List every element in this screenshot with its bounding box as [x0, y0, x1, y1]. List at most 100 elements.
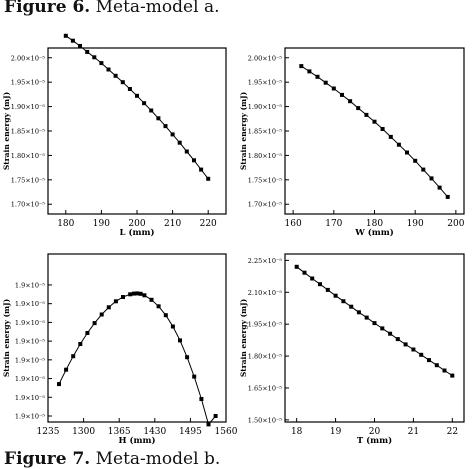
data-point-H [113, 299, 118, 304]
x-tick-label-L: 220 [200, 219, 217, 229]
data-point-H [142, 293, 147, 298]
data-point-W [340, 92, 344, 97]
data-point-H [128, 292, 133, 297]
data-point-H [156, 304, 161, 309]
x-tick-label-T: 22 [447, 427, 458, 437]
x-axis-label-T: T (mm) [357, 435, 392, 446]
chart-panel-L: 180 190 200 210 220 1.70×10⁻⁵ 1.75×10⁻⁵ 1.80×10… [2, 33, 227, 238]
data-point-L [78, 44, 82, 48]
y-tick-label-H: 1.9×10⁻⁵ [15, 356, 45, 364]
data-point-L [149, 108, 154, 113]
data-point-T [333, 293, 338, 298]
data-point-H [57, 382, 61, 387]
y-tick-label-W: 1.85×10⁻⁵ [248, 128, 283, 136]
x-tick-label-T: 21 [408, 427, 419, 437]
x-tick-label-L: 200 [128, 219, 145, 229]
y-tick-label-T: 2.10×10⁻⁵ [248, 289, 283, 297]
data-point-L [184, 149, 189, 154]
data-point-H [71, 354, 76, 359]
data-point-H [213, 414, 218, 418]
data-point-W [364, 112, 369, 117]
x-tick-label-H: 1235 [37, 427, 60, 437]
x-tick-label-W: 190 [407, 219, 424, 229]
data-point-H [199, 397, 204, 401]
plot-frame-L [47, 47, 227, 215]
data-point-W [299, 64, 304, 69]
y-tick-label-W: 1.95×10⁻⁵ [248, 79, 283, 87]
figure-caption-top-label: Figure 6. [4, 0, 91, 17]
data-point-W [396, 142, 401, 147]
data-point-H [170, 324, 175, 329]
data-point-L [113, 73, 118, 78]
x-tick-label-L: 210 [164, 219, 181, 229]
data-point-H [121, 295, 125, 299]
data-point-T [341, 299, 346, 304]
data-point-H [206, 422, 211, 427]
data-point-H [132, 291, 136, 296]
y-tick-label-W: 1.80×10⁻⁵ [248, 152, 283, 160]
data-point-H [149, 297, 154, 302]
x-axis-label-H: H (mm) [118, 435, 155, 446]
x-tick-label-L: 180 [57, 219, 74, 229]
data-point-W [307, 69, 312, 74]
data-point-T [434, 363, 439, 368]
y-tick-label-H: 1.9×10⁻⁵ [15, 375, 45, 383]
data-point-W [388, 134, 393, 139]
data-point-W [380, 127, 385, 131]
y-tick-label-L: 1.85×10⁻⁵ [11, 128, 46, 136]
data-point-L [206, 176, 211, 181]
y-tick-label-H: 1.9×10⁻⁵ [15, 338, 45, 346]
y-axis-label-H: Strain energy (mJ) [2, 299, 11, 377]
x-tick-label-T: 19 [330, 427, 342, 437]
data-point-T [450, 373, 455, 378]
data-point-W [315, 74, 320, 79]
y-tick-label-L: 1.95×10⁻⁵ [11, 79, 46, 87]
data-point-T [403, 342, 408, 347]
chart-panel-T: 18 19 20 21 22 1.50×10⁻⁵ 1.65×10⁻⁵ 1.80×10⁻⁵ 1.9… [239, 253, 465, 446]
figure-caption-bottom: Figure 7. Meta-model b. [4, 449, 220, 469]
y-tick-label-H: 1.9×10⁻⁵ [15, 413, 45, 421]
data-point-T [356, 310, 361, 315]
x-tick-label-W: 160 [285, 219, 302, 229]
y-tick-label-H: 1.9×10⁻⁵ [15, 300, 45, 308]
x-tick-label-T: 20 [369, 427, 381, 437]
data-point-L [192, 158, 196, 163]
data-point-L [106, 67, 111, 72]
data-point-W [323, 80, 328, 85]
data-point-H [135, 291, 140, 296]
data-point-L [99, 61, 104, 66]
x-tick-label-T: 18 [291, 427, 303, 437]
data-point-W [421, 167, 426, 172]
data-point-H [78, 342, 83, 346]
chart-panel-H: 1235 1300 1365 1430 1495 1560 1.9×10⁻⁵ 1.9×10⁻⁵… [2, 253, 238, 446]
data-point-W [413, 158, 418, 163]
data-point-T [310, 276, 315, 281]
series-line-L [65, 35, 209, 180]
y-tick-label-T: 1.80×10⁻⁵ [248, 353, 283, 361]
x-tick-label-H: 1300 [72, 427, 95, 437]
chart-panel-W: 160 170 180 190 200 1.70×10⁻⁵ 1.75×10⁻⁵ 1.80×10… [239, 47, 465, 238]
data-point-W [356, 106, 361, 111]
y-tick-label-T: 1.50×10⁻⁵ [248, 416, 283, 424]
data-point-H [192, 374, 197, 379]
data-point-H [185, 355, 190, 360]
x-tick-label-W: 170 [325, 219, 342, 229]
y-tick-label-L: 1.80×10⁻⁵ [11, 152, 46, 160]
data-point-T [372, 321, 377, 326]
x-tick-label-W: 180 [366, 219, 383, 229]
y-axis-label-L: Strain energy (mJ) [2, 92, 11, 170]
data-point-L [142, 101, 147, 106]
data-point-L [70, 38, 75, 43]
data-point-W [429, 176, 434, 181]
figure-caption-top: Figure 6. Meta-model a. [4, 0, 219, 17]
y-tick-label-L: 1.70×10⁻⁵ [11, 201, 46, 209]
y-tick-label-L: 1.75×10⁻⁵ [11, 176, 46, 184]
y-tick-label-T: 1.65×10⁻⁵ [248, 384, 283, 392]
data-point-H [92, 321, 97, 326]
data-point-L [156, 116, 161, 121]
data-point-H [178, 338, 182, 343]
x-tick-label-H: 1430 [143, 427, 166, 437]
y-tick-label-H: 1.9×10⁻⁵ [15, 281, 45, 289]
data-point-W [405, 150, 409, 155]
data-point-L [170, 132, 175, 137]
